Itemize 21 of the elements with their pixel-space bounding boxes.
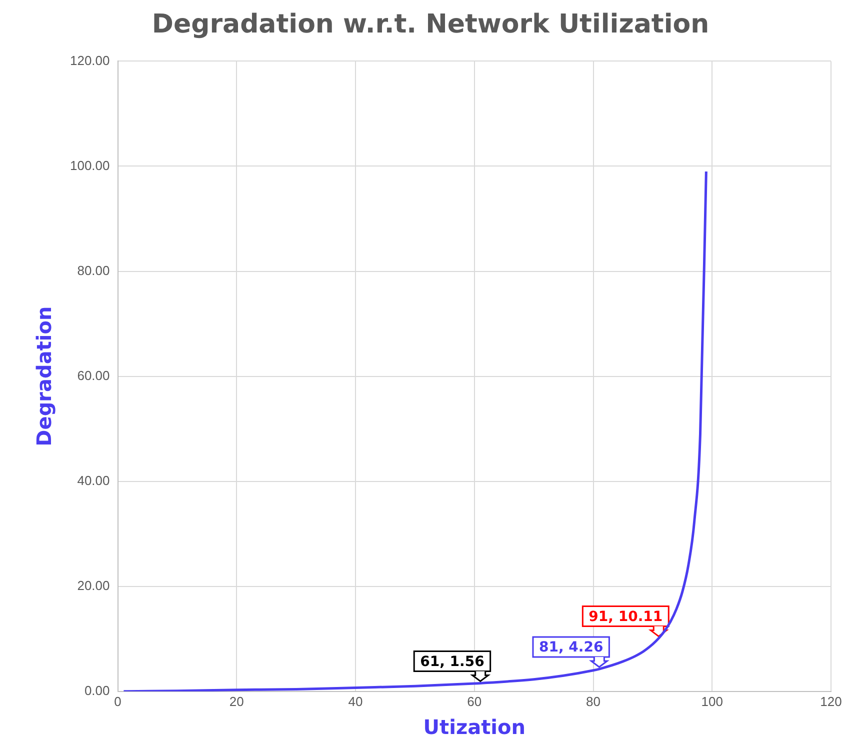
x-axis-title: Utization [423,715,526,740]
y-tick-label: 40.00 [77,472,110,488]
x-tick-label: 20 [229,694,244,709]
chart-title: Degradation w.r.t. Network Utilization [152,9,710,40]
y-tick-label: 120.00 [70,52,110,68]
x-tick-label: 120 [820,694,842,709]
line-series [122,170,708,692]
y-tick-label: 80.00 [77,262,110,278]
annotation: 81, 4.26 [538,640,604,656]
annotation: 91, 10.11 [588,608,663,625]
x-tick-label: 80 [586,694,600,709]
x-tick-label: 60 [467,694,482,709]
y-tick-label: 20.00 [77,578,110,593]
annotation: 61, 1.56 [420,654,484,670]
y-tick-label: 100.00 [70,158,110,173]
y-tick-label: 0.00 [84,682,110,698]
y-axis-title: Degradation [32,306,56,446]
x-tick-label: 0 [114,694,122,709]
x-tick-label: 40 [348,694,363,709]
y-tick-label: 60.00 [77,368,110,383]
x-tick-label: 100 [701,694,723,709]
